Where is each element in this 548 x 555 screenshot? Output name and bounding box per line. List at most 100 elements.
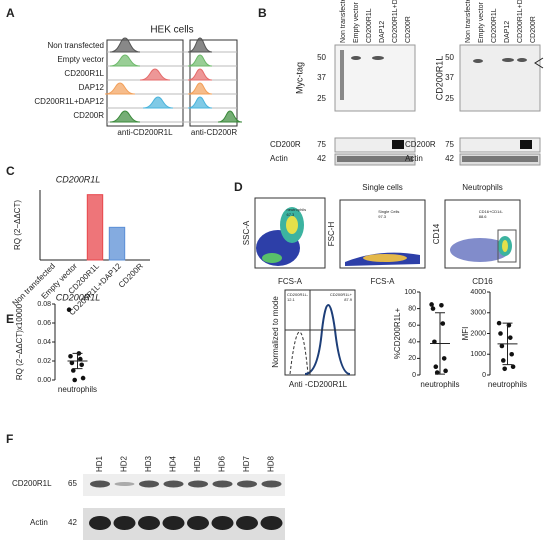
- band: [237, 480, 257, 488]
- y-tick-label: 4000: [470, 289, 486, 296]
- point: [66, 307, 72, 313]
- lane-label: Non transfected: [465, 0, 472, 43]
- marker-label: 25: [317, 94, 326, 103]
- row-label: Empty vector: [57, 55, 104, 64]
- strip-size: 65: [68, 479, 77, 488]
- point: [80, 375, 86, 381]
- histogram: [104, 82, 136, 95]
- lane-label: HD6: [218, 455, 227, 472]
- strip-label: CD200R1L: [12, 479, 52, 488]
- plot-title: Single cells: [362, 183, 402, 192]
- x-axis-label: anti-CD200R1L: [117, 128, 173, 137]
- density: [262, 253, 282, 263]
- band: [261, 480, 282, 488]
- strip-size: 75: [445, 140, 454, 149]
- histogram: [187, 96, 213, 109]
- point: [498, 331, 503, 336]
- band: [162, 516, 185, 530]
- y-tick-label: 0.06: [37, 320, 51, 327]
- histogram-curve: [304, 304, 351, 375]
- point: [434, 370, 440, 375]
- error-bar: [502, 322, 513, 366]
- band: [211, 516, 234, 530]
- row-label: CD200R1L+DAP12: [34, 97, 104, 106]
- panel-label: F: [6, 432, 13, 446]
- x-axis-label: FCS-A: [278, 277, 303, 286]
- panel-label: E: [6, 312, 14, 326]
- point: [68, 353, 73, 359]
- lane-label: HD8: [267, 455, 276, 472]
- point: [501, 358, 506, 363]
- point: [441, 356, 447, 361]
- strip-label: Actin: [405, 154, 423, 163]
- strip-size: 75: [317, 140, 326, 149]
- row-label: CD200R1L: [64, 69, 104, 78]
- point: [510, 364, 516, 370]
- band: [138, 516, 160, 530]
- x-axis-label: FCS-A: [371, 277, 396, 286]
- band: [187, 516, 209, 530]
- strip-size: 42: [68, 518, 77, 527]
- lane-label: HD1: [95, 455, 104, 472]
- point: [71, 368, 76, 373]
- band: [260, 516, 283, 530]
- y-axis-label: RQ (2−ΔΔCT): [13, 200, 22, 250]
- x-axis-label: neutrophils: [488, 380, 527, 389]
- lane-label: CD200R1L: [491, 8, 498, 43]
- lane-label: DAP12: [504, 21, 511, 43]
- panel-label: C: [6, 164, 15, 178]
- histogram: [217, 110, 243, 123]
- panel-label: A: [6, 6, 15, 20]
- density: [363, 254, 407, 262]
- lane-label: Empty vector: [478, 1, 485, 43]
- plot-title: Neutrophils: [462, 183, 502, 192]
- point: [443, 368, 448, 374]
- point: [496, 320, 502, 326]
- gate-value: 88.6: [479, 214, 488, 219]
- point: [508, 335, 513, 340]
- y-tick-label: 40: [408, 339, 416, 346]
- strip-label: CD200R: [270, 140, 301, 149]
- histogram: [139, 68, 171, 81]
- lane-label: HD5: [193, 455, 202, 472]
- histogram: [187, 37, 213, 53]
- marker-label: 25: [445, 94, 454, 103]
- y-tick-label: 0: [482, 372, 486, 379]
- blot: [459, 44, 541, 112]
- histogram: [187, 82, 213, 95]
- histogram: [109, 110, 141, 123]
- lane-label: CD200R1L: [366, 8, 373, 43]
- x-axis-label: neutrophils: [58, 385, 97, 394]
- histogram: [109, 37, 141, 53]
- y-tick-label: 80: [408, 305, 416, 312]
- marker-label: 37: [445, 73, 454, 82]
- y-axis-label: SSC-A: [242, 220, 251, 245]
- histogram: [109, 54, 141, 67]
- panel-label: B: [258, 6, 267, 20]
- point: [499, 343, 505, 349]
- density: [450, 238, 510, 262]
- lane-label: HD2: [120, 455, 129, 472]
- y-tick-label: 0.00: [37, 377, 51, 384]
- y-tick-label: 2000: [470, 330, 486, 337]
- y-axis-label: CD200R1L: [434, 56, 444, 101]
- x-axis-label: Anti -CD200R1L: [289, 380, 348, 389]
- point: [439, 302, 444, 308]
- blot: [83, 474, 285, 496]
- strip-label: Actin: [270, 154, 288, 163]
- histogram-curve: [289, 331, 309, 375]
- y-tick-label: 3000: [470, 310, 486, 317]
- point: [432, 339, 437, 345]
- y-tick-label: 0.08: [37, 301, 51, 308]
- gate-value: 12.1: [287, 297, 296, 302]
- band: [163, 480, 184, 488]
- bar: [86, 194, 104, 261]
- lane-label: DAP12: [379, 21, 386, 43]
- y-tick-label: 100: [404, 289, 416, 296]
- bands: [337, 50, 538, 162]
- x-axis-label: CD16: [472, 277, 493, 286]
- y-axis-label: CD14: [432, 223, 441, 244]
- lane-label: Non transfected: [340, 0, 347, 43]
- gate-label: CD16+CD14-: [479, 209, 504, 214]
